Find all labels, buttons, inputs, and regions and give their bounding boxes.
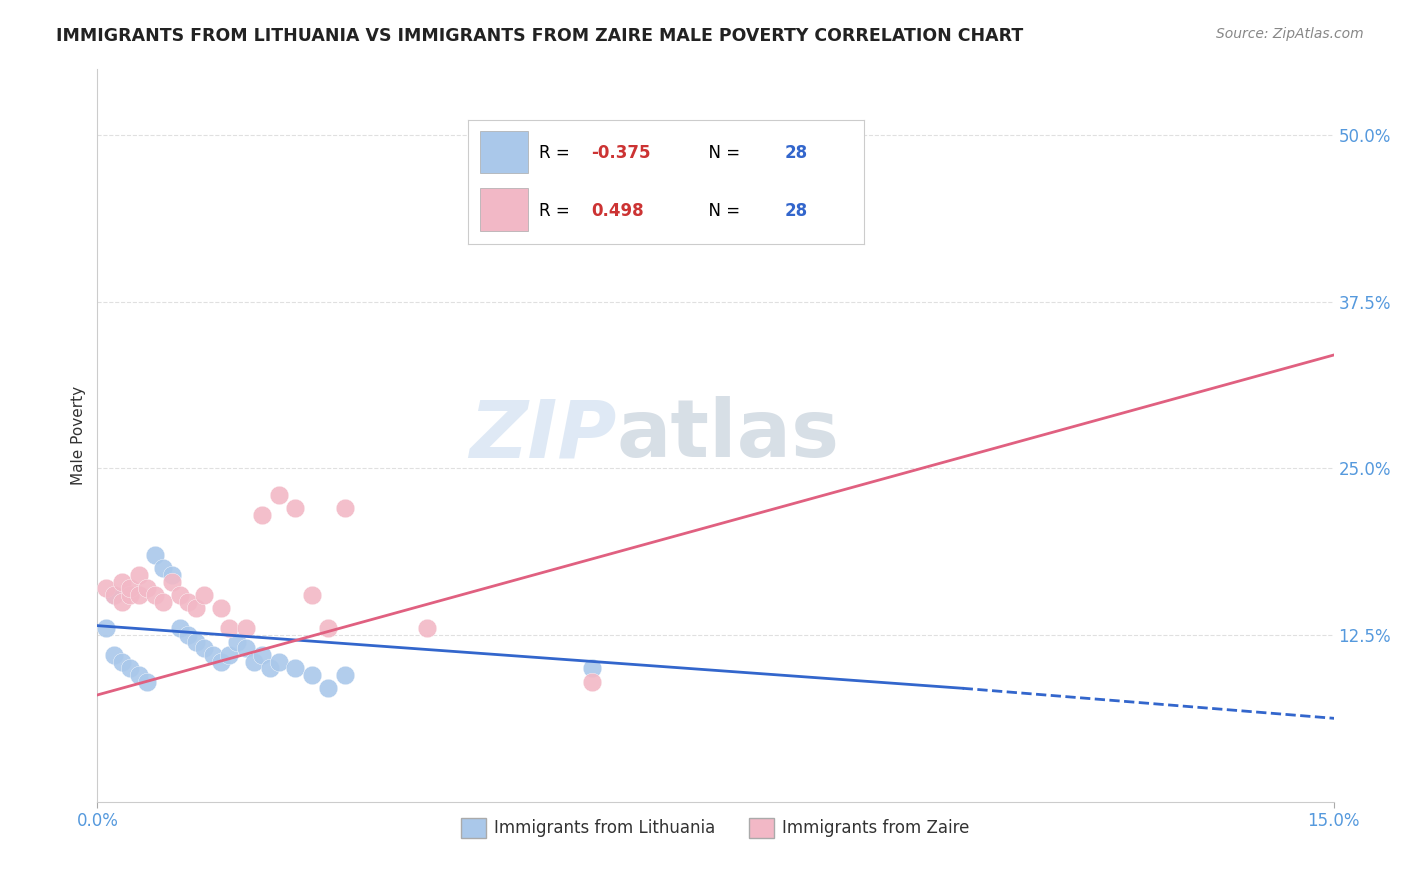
Point — [193, 641, 215, 656]
Point — [284, 501, 307, 516]
Point — [143, 548, 166, 562]
Point — [94, 582, 117, 596]
Point — [128, 668, 150, 682]
Point — [169, 588, 191, 602]
Point — [333, 501, 356, 516]
Point — [152, 594, 174, 608]
Point — [226, 634, 249, 648]
Point — [581, 674, 603, 689]
Point — [160, 568, 183, 582]
Point — [235, 621, 257, 635]
Point — [186, 601, 208, 615]
Text: IMMIGRANTS FROM LITHUANIA VS IMMIGRANTS FROM ZAIRE MALE POVERTY CORRELATION CHAR: IMMIGRANTS FROM LITHUANIA VS IMMIGRANTS … — [56, 27, 1024, 45]
Point — [333, 668, 356, 682]
Point — [218, 621, 240, 635]
Point — [209, 601, 232, 615]
Point — [177, 628, 200, 642]
Point — [143, 588, 166, 602]
Point — [284, 661, 307, 675]
Point — [316, 621, 339, 635]
Point — [201, 648, 224, 662]
Point — [94, 621, 117, 635]
Point — [128, 568, 150, 582]
Point — [581, 661, 603, 675]
Legend: Immigrants from Lithuania, Immigrants from Zaire: Immigrants from Lithuania, Immigrants fr… — [454, 811, 976, 845]
Point — [267, 488, 290, 502]
Point — [209, 655, 232, 669]
Point — [169, 621, 191, 635]
Point — [235, 641, 257, 656]
Point — [316, 681, 339, 696]
Point — [103, 648, 125, 662]
Point — [120, 588, 142, 602]
Point — [135, 582, 157, 596]
Point — [416, 621, 439, 635]
Point — [301, 588, 323, 602]
Point — [111, 655, 134, 669]
Point — [193, 588, 215, 602]
Point — [103, 588, 125, 602]
Point — [250, 508, 273, 522]
Point — [218, 648, 240, 662]
Point — [259, 661, 281, 675]
Text: atlas: atlas — [617, 396, 839, 474]
Point — [120, 582, 142, 596]
Point — [250, 648, 273, 662]
Point — [301, 668, 323, 682]
Point — [267, 655, 290, 669]
Point — [679, 168, 702, 182]
Point — [186, 634, 208, 648]
Point — [120, 661, 142, 675]
Point — [111, 574, 134, 589]
Point — [111, 594, 134, 608]
Text: Source: ZipAtlas.com: Source: ZipAtlas.com — [1216, 27, 1364, 41]
Point — [103, 588, 125, 602]
Point — [160, 574, 183, 589]
Point — [243, 655, 266, 669]
Text: ZIP: ZIP — [470, 396, 617, 474]
Point — [177, 594, 200, 608]
Point — [135, 674, 157, 689]
Point — [152, 561, 174, 575]
Y-axis label: Male Poverty: Male Poverty — [72, 385, 86, 484]
Point — [128, 588, 150, 602]
